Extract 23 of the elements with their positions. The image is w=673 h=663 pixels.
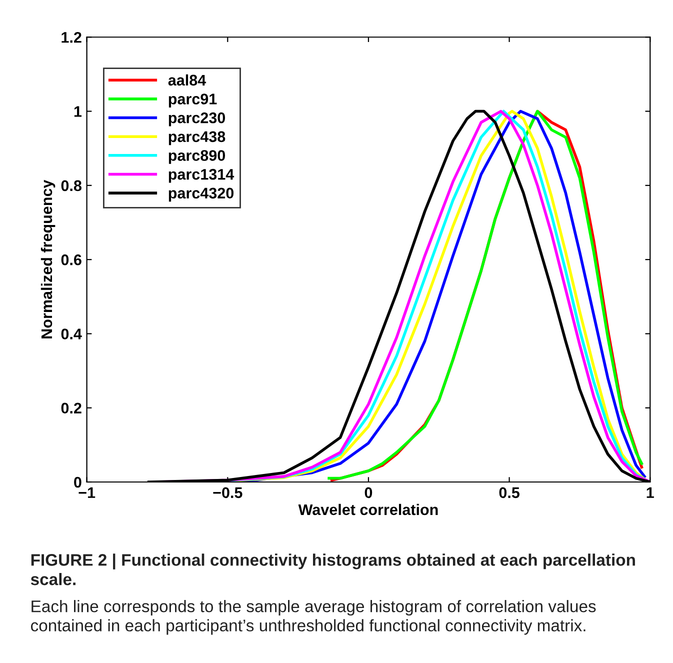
x-axis-title: Wavelet correlation	[298, 504, 438, 516]
legend-label: parc1314	[168, 168, 234, 183]
y-tick-label: 0.6	[61, 254, 82, 266]
y-tick-label: 1	[74, 106, 82, 117]
x-tick-label: 0	[364, 487, 372, 498]
x-tick-label: −0.5	[213, 487, 242, 498]
legend-label: parc230	[168, 112, 226, 126]
text: Each line corresponds to the sample average histogram of correlation values contained in each participant’s unthresholded functional connectivity matrix.	[30, 600, 596, 635]
legend-label: parc438	[168, 131, 226, 146]
caption: FIGURE 2 | Functional connectivity histograms obtained at each parcellation scale.	[30, 554, 635, 586]
y-axis-title: Normalized frequency	[40, 180, 56, 338]
y-tick-label: 0.8	[61, 180, 82, 192]
y-tick-label: 1.2	[62, 32, 82, 43]
legend-label: parc4320	[168, 188, 234, 202]
x-tick-label: −1	[78, 487, 96, 498]
y-tick-label: 0	[74, 476, 82, 488]
legend-label: aal84	[168, 74, 206, 86]
legend-label: parc890	[168, 150, 226, 164]
y-tick-label: 0.4	[61, 328, 82, 340]
legend-label: parc91	[168, 94, 217, 108]
y-tick-label: 0.2	[61, 402, 82, 414]
x-tick-label: 0.5	[499, 487, 520, 498]
x-tick-label: 1	[646, 487, 654, 498]
